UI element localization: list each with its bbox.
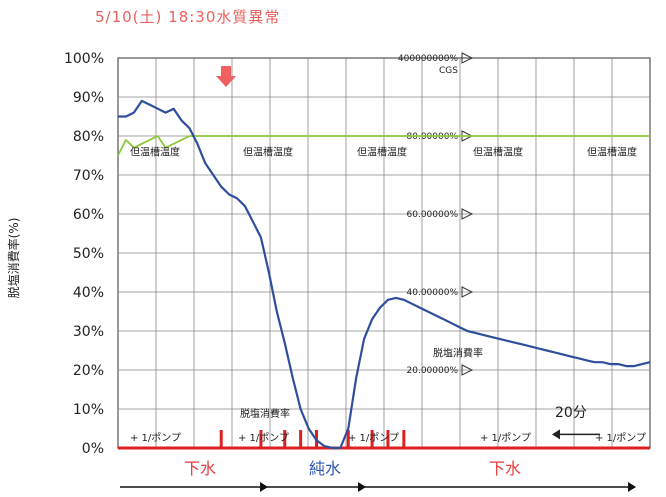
right-tick-marker [461,208,474,220]
right-tick-label: 60.00000% [407,210,459,220]
temp-label: 但温槽温度 [130,146,180,159]
right-tick-label: 400000000% [398,54,459,64]
phase-label: 純水 [309,459,341,478]
bottom-marker: + 1/ポンプ [348,432,399,444]
interval-arrowhead [552,429,560,440]
y-tick-label: 80% [73,129,104,145]
phase-label: 下水 [489,459,521,478]
y-tick-label: 20% [73,363,104,379]
right-tick-marker [461,364,474,376]
series-label: 脱塩消費率 [433,346,483,359]
right-tick-label: 20.00000% [407,366,459,376]
y-tick-label: 100% [64,51,104,67]
interval-label: 20分 [555,405,587,421]
y-tick-label: 70% [73,168,104,184]
y-tick-label: 0% [82,441,104,457]
chart-title: 5/10(土) 18:30水質異常 [95,8,281,26]
right-axis-unit: CGS [439,66,458,76]
right-tick-marker [461,286,474,298]
bottom-marker: + 1/ポンプ [480,432,531,444]
temp-label: 但温槽温度 [357,146,407,159]
y-tick-label: 30% [73,324,104,340]
y-tick-label: 50% [73,246,104,262]
y-tick-label: 60% [73,207,104,223]
series-line [118,99,651,450]
right-tick-label: 80.00000% [407,132,459,142]
bottom-marker: + 1/ポンプ [238,432,289,444]
y-tick-label: 90% [73,90,104,106]
timeline-arrowhead [260,482,268,492]
bottom-marker: + 1/ポンプ [595,432,646,444]
phase-labels: 下水 純水 下水 [120,459,636,492]
event-arrow-icon [216,66,236,87]
temp-label: 但温槽温度 [243,146,293,159]
series-lines [117,99,651,450]
series-label: 脱塩消費率 [240,407,290,420]
y-tick-label: 40% [73,285,104,301]
grid-lines [117,57,651,450]
y-tick-label: 10% [73,402,104,418]
right-axis-ticks: 400000000% 80.00000% 60.00000% 40.00000% 20.… [398,52,474,376]
y-axis-label: 脱塩消費率(%) [6,218,21,299]
temp-label: 但温槽温度 [587,146,637,159]
bottom-marker: + 1/ポンプ [130,432,181,444]
timeline-arrowhead [628,482,636,492]
temp-label: 但温槽温度 [473,146,523,159]
right-tick-label: 40.00000% [407,288,459,298]
y-axis-ticks: 0% 10% 20% 30% 40% 50% 60% 70% 80% 90% 100% [64,51,104,457]
phase-label: 下水 [184,459,216,478]
right-tick-marker [461,52,474,64]
timeline-arrowhead [358,482,366,492]
series-line [117,135,650,156]
annotations: 但温槽温度 但温槽温度 但温槽温度 但温槽温度 但温槽温度脱塩消費率脱塩消費率20分+ … [130,66,646,444]
